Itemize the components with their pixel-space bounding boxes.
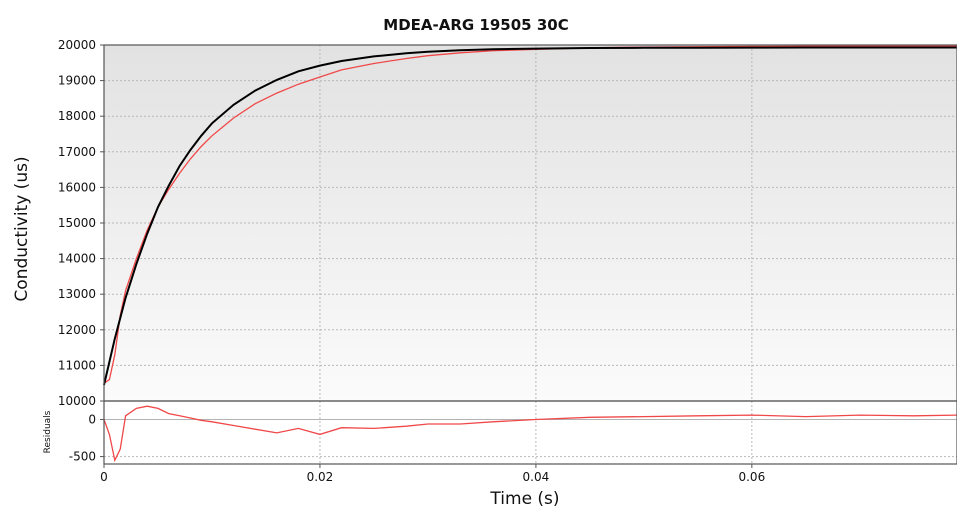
series-fit-line bbox=[103, 46, 957, 386]
x-tick-label-3: 0.06 bbox=[738, 470, 765, 484]
residuals-axis-label: Residuals bbox=[43, 410, 53, 453]
residuals-plot-area bbox=[104, 401, 957, 464]
y-tick-label-6: 16000 bbox=[58, 180, 96, 194]
residuals-plot-frame bbox=[103, 400, 957, 465]
x-axis-label: Time (s) bbox=[489, 489, 559, 509]
y-tick-label-0: 10000 bbox=[58, 394, 96, 408]
grid-lines bbox=[104, 45, 957, 464]
x-axis-ticks: 0 0.02 0.04 0.06 bbox=[100, 464, 765, 484]
y-axis-label: Conductivity (us) bbox=[12, 156, 32, 301]
series-residuals-line bbox=[103, 405, 957, 463]
chart-title: MDEA-ARG 19505 30C bbox=[383, 16, 568, 34]
y-tick-label-9: 19000 bbox=[58, 74, 96, 88]
main-plot-area bbox=[104, 45, 957, 401]
y-tick-label-4: 14000 bbox=[58, 252, 96, 266]
y-tick-label-8: 18000 bbox=[58, 109, 96, 123]
x-tick-label-2: 0.04 bbox=[523, 470, 550, 484]
y-tick-label-7: 17000 bbox=[58, 145, 96, 159]
x-tick-label-1: 0.02 bbox=[307, 470, 334, 484]
y-tick-label-10: 20000 bbox=[58, 38, 96, 52]
y-tick-label-1: 11000 bbox=[58, 358, 96, 372]
residuals-axis-ticks: -500 0 bbox=[69, 413, 104, 464]
y-tick-label-3: 13000 bbox=[58, 287, 96, 301]
res-tick-label-1: 0 bbox=[88, 413, 96, 427]
res-tick-label-0: -500 bbox=[69, 450, 96, 464]
x-tick-label-0: 0 bbox=[100, 470, 108, 484]
y-axis-ticks: 10000 11000 12000 13000 14000 15000 16000 17000… bbox=[58, 38, 104, 408]
y-tick-label-2: 12000 bbox=[58, 323, 96, 337]
y-tick-label-5: 15000 bbox=[58, 216, 96, 230]
